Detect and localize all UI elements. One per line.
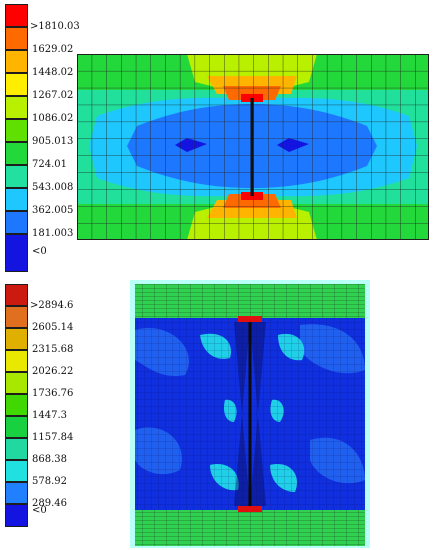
legend-block-b3 <box>5 328 28 350</box>
legend-block-2 <box>5 27 28 50</box>
legend-block-b1 <box>5 284 28 306</box>
legend-label-7: 724.01 <box>32 159 67 170</box>
mesh-top-flange-grid <box>135 284 365 318</box>
legend-label-b11: <0 <box>32 505 47 516</box>
legend-block-10 <box>5 211 28 234</box>
legend-label-2: 1629.02 <box>32 44 74 55</box>
legend-label-b5: 1736.76 <box>32 388 74 399</box>
legend-label-1: >1810.03 <box>30 21 80 32</box>
legend-label-3: 1448.02 <box>32 67 74 78</box>
stress-contour-plot-bottom <box>130 280 370 548</box>
legend-label-b1: >2894.6 <box>30 300 74 311</box>
legend-label-b2: 2605.14 <box>32 322 74 333</box>
legend-block-4 <box>5 73 28 96</box>
legend-block-b11 <box>5 504 28 527</box>
mesh-hot-top <box>238 316 262 322</box>
legend-block-b10 <box>5 482 28 504</box>
legend-block-b4 <box>5 350 28 372</box>
legend-label-b7: 1157.84 <box>32 432 74 443</box>
legend-label-11: <0 <box>32 246 47 257</box>
legend-label-b3: 2315.68 <box>32 344 74 355</box>
legend-block-b5 <box>5 372 28 394</box>
stress-contour-plot-top <box>77 54 429 240</box>
legend-block-b2 <box>5 306 28 328</box>
legend-block-6 <box>5 119 28 142</box>
legend-block-b9 <box>5 460 28 482</box>
legend-block-5 <box>5 96 28 119</box>
legend-label-8: 543.008 <box>32 182 74 193</box>
mesh-bottom-flange-grid <box>135 510 365 546</box>
legend-block-8 <box>5 165 28 188</box>
legend-label-10: 181.003 <box>32 228 74 239</box>
legend-block-3 <box>5 50 28 73</box>
legend-label-b9: 578.92 <box>32 476 67 487</box>
legend-block-9 <box>5 188 28 211</box>
legend-block-b6 <box>5 394 28 416</box>
mesh-hot-bottom <box>238 506 262 512</box>
mesh-stress-fan <box>234 322 266 506</box>
legend-label-5: 1086.02 <box>32 113 74 124</box>
legend-block-11 <box>5 234 28 272</box>
legend-label-b10: 289.46 <box>32 498 67 509</box>
legend-label-b4: 2026.22 <box>32 366 74 377</box>
legend-block-1 <box>5 4 28 27</box>
legend-block-b8 <box>5 438 28 460</box>
plot-border <box>77 54 429 240</box>
legend-label-9: 362.005 <box>32 205 74 216</box>
legend-label-b6: 1447.3 <box>32 410 67 421</box>
legend-block-b7 <box>5 416 28 438</box>
legend-label-4: 1267.02 <box>32 90 74 101</box>
legend-label-b8: 868.38 <box>32 454 67 465</box>
legend-label-6: 905.013 <box>32 136 74 147</box>
legend-block-7 <box>5 142 28 165</box>
